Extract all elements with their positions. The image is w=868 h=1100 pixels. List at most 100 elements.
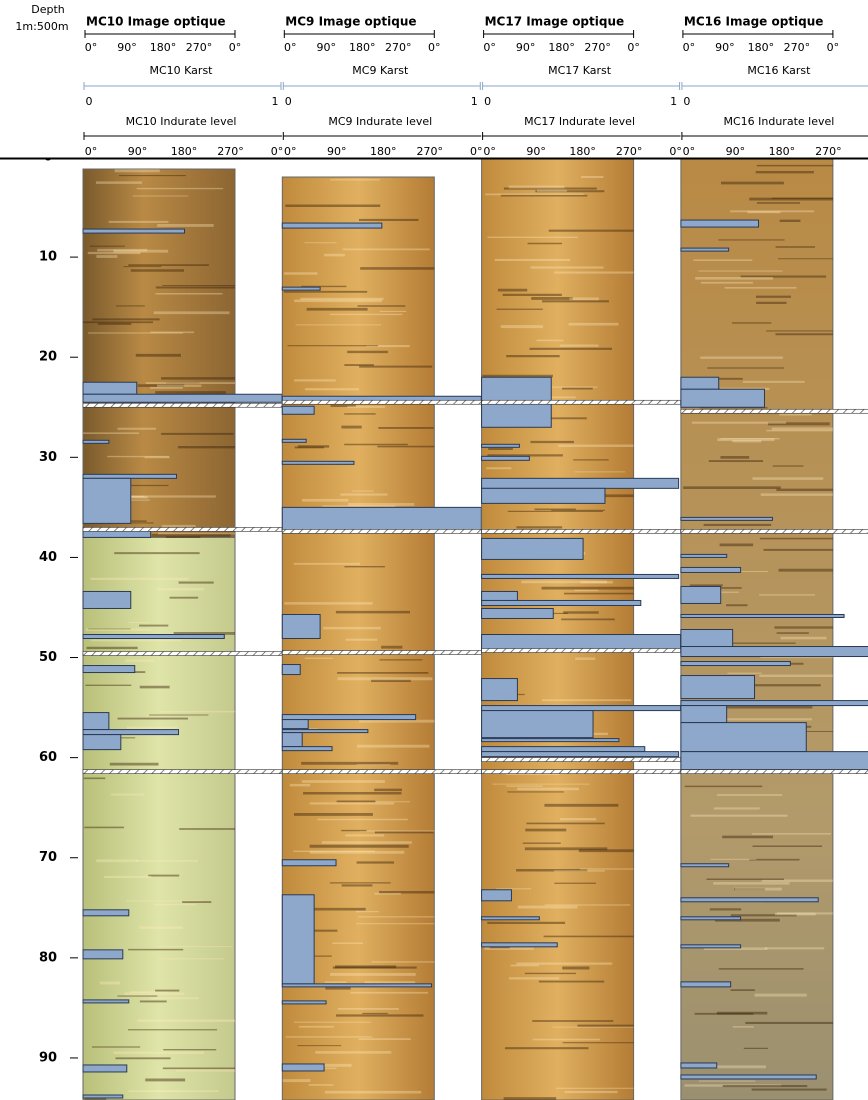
karst-min-label: 0 bbox=[484, 95, 491, 108]
indurate-tick-label: 180° bbox=[370, 145, 397, 158]
karst-bar bbox=[481, 599, 642, 606]
karst-bar bbox=[680, 897, 819, 903]
karst-bar bbox=[680, 247, 730, 252]
image-tick-label: 0° bbox=[483, 41, 496, 54]
depth-scale: 1m:500m bbox=[15, 20, 68, 33]
karst-scale-line bbox=[681, 82, 868, 90]
karst-bar bbox=[82, 1064, 128, 1073]
karst-bar bbox=[481, 746, 646, 753]
depth-tick-label: 70 bbox=[39, 850, 57, 865]
core-image bbox=[481, 158, 635, 1100]
indurate-title: MC17 Indurate level bbox=[524, 115, 635, 128]
karst-bar bbox=[680, 863, 730, 868]
karst-bar bbox=[481, 537, 584, 560]
image-scale-line bbox=[283, 30, 435, 38]
indurate-tick-label: 0° bbox=[669, 145, 682, 158]
karst-bar bbox=[680, 705, 728, 724]
karst-bar bbox=[680, 1074, 817, 1080]
karst-bar bbox=[281, 732, 303, 748]
image-tick-label: 90° bbox=[117, 41, 137, 54]
karst-bar bbox=[481, 455, 530, 461]
karst-bar bbox=[680, 376, 720, 390]
image-tick-label: 180° bbox=[150, 41, 177, 54]
indurate-level bbox=[82, 769, 283, 774]
karst-bar bbox=[680, 388, 765, 408]
depth-tick-label: 10 bbox=[39, 250, 57, 265]
karst-title: MC16 Karst bbox=[747, 64, 811, 77]
karst-bar bbox=[281, 405, 315, 415]
karst-bar bbox=[481, 590, 518, 601]
karst-bar bbox=[481, 607, 554, 619]
karst-bar bbox=[680, 553, 728, 558]
karst-min-label: 0 bbox=[285, 95, 292, 108]
karst-bar bbox=[281, 438, 307, 443]
karst-bar bbox=[680, 916, 742, 921]
karst-bar bbox=[680, 661, 791, 667]
indurate-level bbox=[481, 648, 681, 653]
indurate-tick-label: 90° bbox=[526, 145, 546, 158]
indurate-tick-label: 270° bbox=[616, 145, 643, 158]
indurate-tick-label: 0° bbox=[284, 145, 297, 158]
karst-bar bbox=[481, 705, 682, 712]
indurate-level bbox=[281, 529, 482, 534]
indurate-level bbox=[481, 399, 681, 405]
karst-bar bbox=[281, 222, 383, 229]
karst-bar bbox=[281, 859, 337, 867]
karst-bar bbox=[82, 477, 132, 524]
karst-bar bbox=[481, 751, 680, 758]
image-tick-label: 90° bbox=[317, 41, 337, 54]
image-tick-label: 270° bbox=[186, 41, 213, 54]
image-tick-label: 270° bbox=[385, 41, 412, 54]
karst-bar bbox=[481, 678, 518, 702]
image-tick-label: 0° bbox=[627, 41, 640, 54]
depth-tick-label: 40 bbox=[39, 550, 57, 565]
image-tick-label: 180° bbox=[748, 41, 775, 54]
indurate-tick-label: 180° bbox=[171, 145, 198, 158]
karst-bar bbox=[281, 746, 333, 752]
indurate-tick-label: 0° bbox=[470, 145, 483, 158]
depth-tick-label: 50 bbox=[39, 650, 57, 665]
image-tick-label: 0° bbox=[827, 41, 840, 54]
karst-bar bbox=[281, 613, 321, 640]
karst-title: MC17 Karst bbox=[548, 64, 612, 77]
indurate-scale-line bbox=[282, 132, 482, 140]
karst-bar bbox=[680, 1062, 718, 1069]
image-tick-label: 270° bbox=[584, 41, 611, 54]
karst-bar bbox=[82, 729, 180, 736]
karst-bar bbox=[82, 665, 136, 674]
indurate-level bbox=[481, 529, 681, 534]
karst-bar bbox=[281, 286, 321, 291]
image-tick-label: 0° bbox=[428, 41, 441, 54]
karst-bar bbox=[481, 400, 552, 428]
karst-bar bbox=[680, 566, 742, 573]
karst-scale-line bbox=[482, 82, 681, 90]
karst-bar bbox=[680, 722, 807, 753]
karst-bar bbox=[680, 751, 868, 771]
indurate-level bbox=[680, 408, 868, 414]
karst-bar bbox=[281, 506, 482, 531]
indurate-scale-line bbox=[482, 132, 681, 140]
karst-bar bbox=[481, 942, 558, 948]
karst-bar bbox=[481, 376, 552, 402]
indurate-scale-line bbox=[83, 132, 282, 140]
indurate-level bbox=[82, 651, 283, 656]
karst-bar bbox=[82, 393, 283, 403]
karst-bar bbox=[82, 381, 138, 395]
karst-bar bbox=[481, 738, 620, 743]
image-tick-label: 0° bbox=[284, 41, 297, 54]
image-title: MC16 Image optique bbox=[684, 15, 824, 29]
image-title: MC10 Image optique bbox=[86, 15, 226, 29]
image-scale-line bbox=[682, 30, 834, 38]
karst-bar bbox=[680, 675, 756, 700]
karst-bar bbox=[680, 516, 773, 521]
karst-bar bbox=[82, 909, 130, 917]
karst-bar bbox=[281, 719, 309, 730]
depth-tick-label: 20 bbox=[39, 350, 57, 365]
image-title: MC17 Image optique bbox=[485, 15, 625, 29]
karst-bar bbox=[481, 634, 682, 651]
header-background bbox=[0, 0, 868, 158]
image-tick-label: 0° bbox=[683, 41, 696, 54]
indurate-tick-label: 0° bbox=[483, 145, 496, 158]
karst-bar bbox=[82, 634, 225, 640]
karst-bar bbox=[281, 460, 355, 465]
